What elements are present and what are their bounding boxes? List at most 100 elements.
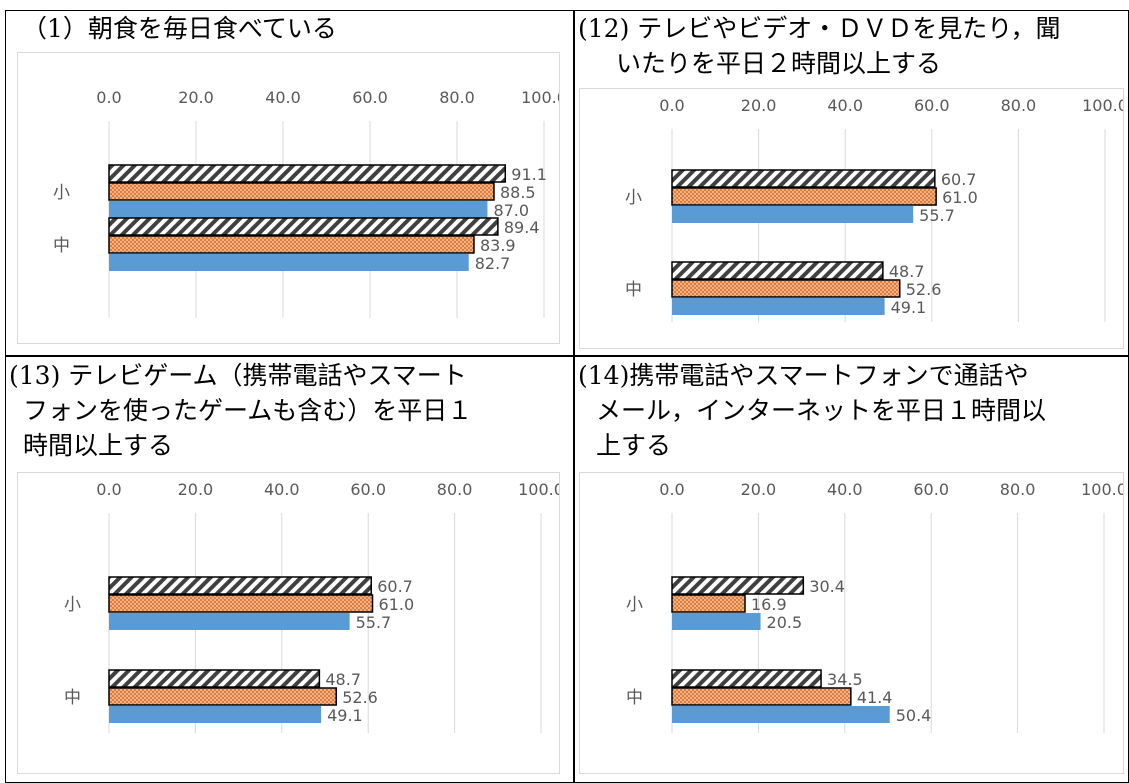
data-label: 16.9 bbox=[751, 595, 787, 614]
chart-box: 0.0 20.0 40.0 60.0 80.0 100.0 小 91.188.587.0 中 89… bbox=[17, 52, 560, 344]
chart-box: 0.0 20.0 40.0 60.0 80.0 100.0 小 60.7 61.0 55.7 中 48… bbox=[17, 472, 560, 774]
tick-label: 60.0 bbox=[913, 480, 949, 499]
panel-title-line: (14)携帯電話やスマートフォンで通話や bbox=[578, 361, 1029, 390]
panel-title: （1）朝食を毎日食べている bbox=[22, 11, 337, 46]
panel-grid: （1）朝食を毎日食べている 0.0 20.0 40.0 60.0 80.0 100.0 小 9… bbox=[5, 10, 1129, 783]
bar bbox=[109, 613, 350, 630]
data-label: 20.5 bbox=[767, 613, 803, 632]
bar-chart: 0.0 20.0 40.0 60.0 80.0 100.0 小 91.188.587.0 中 89… bbox=[53, 88, 559, 318]
panel-4: (14)携帯電話やスマートフォンで通話や メール，インターネットを平日１時間以 … bbox=[574, 356, 1129, 782]
bar-chart: 0.0 20.0 40.0 60.0 80.0 100.0 小 60.761.055.7 中 48… bbox=[64, 480, 559, 733]
category-label: 中 bbox=[64, 688, 81, 708]
bar bbox=[109, 201, 488, 218]
data-label: 34.5 bbox=[827, 670, 863, 689]
bar bbox=[108, 594, 374, 613]
bar bbox=[671, 576, 805, 595]
panel-title: (14)携帯電話やスマートフォンで通話や メール，インターネットを平日１時間以 … bbox=[578, 358, 1046, 463]
tick-label: 20.0 bbox=[178, 88, 214, 107]
bar bbox=[108, 182, 495, 201]
data-label: 82.7 bbox=[475, 254, 511, 273]
panel-3: (13) テレビゲーム（携帯電話やスマート フォンを使ったゲームも含む）を平日１… bbox=[6, 356, 573, 782]
data-label: 61.0 bbox=[942, 188, 978, 207]
data-label: 50.4 bbox=[896, 706, 932, 725]
panel-2: (12) テレビやビデオ・ＤＶＤを見たり，聞 いたりを平日２時間以上する 0.0… bbox=[574, 11, 1129, 355]
chart-box: 0.0 20.0 40.0 60.0 80.0 100.0 小 30.4 16.9 20.5 中 34… bbox=[579, 472, 1124, 774]
data-label: 60.7 bbox=[941, 170, 977, 189]
grid-divider-horizontal bbox=[6, 355, 1128, 357]
category-label: 中 bbox=[626, 688, 643, 708]
panel-title-line: 上する bbox=[596, 431, 672, 460]
tick-label: 80.0 bbox=[439, 88, 475, 107]
bar bbox=[108, 235, 475, 254]
bar bbox=[672, 298, 885, 315]
data-label: 55.7 bbox=[919, 206, 955, 225]
panel-title-line: 時間以上する bbox=[23, 431, 174, 460]
bar bbox=[108, 687, 337, 706]
tick-label: 0.0 bbox=[96, 480, 121, 499]
data-label: 89.4 bbox=[504, 218, 540, 237]
tick-label: 0.0 bbox=[659, 96, 684, 115]
panel-title: (12) テレビやビデオ・ＤＶＤを見たり，聞 いたりを平日２時間以上する bbox=[578, 11, 1061, 81]
bar bbox=[672, 706, 890, 723]
data-label: 60.7 bbox=[377, 577, 413, 596]
tick-label: 40.0 bbox=[827, 480, 863, 499]
tick-label: 100.0 bbox=[1081, 480, 1123, 499]
bar bbox=[108, 164, 507, 183]
tick-label: 0.0 bbox=[659, 480, 684, 499]
data-label: 52.6 bbox=[342, 688, 378, 707]
tick-label: 20.0 bbox=[178, 480, 214, 499]
data-label: 41.4 bbox=[857, 688, 893, 707]
panel-1: （1）朝食を毎日食べている 0.0 20.0 40.0 60.0 80.0 100.0 小 9… bbox=[6, 11, 573, 355]
tick-label: 20.0 bbox=[741, 480, 777, 499]
bar bbox=[671, 594, 746, 613]
category-label: 中 bbox=[53, 236, 70, 256]
data-label: 83.9 bbox=[480, 236, 516, 255]
tick-label: 40.0 bbox=[265, 88, 301, 107]
bar bbox=[109, 254, 469, 271]
bar bbox=[108, 576, 372, 595]
data-label: 48.7 bbox=[325, 670, 361, 689]
bar bbox=[672, 206, 914, 223]
tick-label: 20.0 bbox=[741, 96, 777, 115]
data-label: 55.7 bbox=[356, 613, 392, 632]
bar bbox=[109, 706, 322, 723]
category-label: 中 bbox=[625, 280, 642, 300]
category-label: 小 bbox=[64, 595, 81, 615]
data-label: 52.6 bbox=[906, 280, 942, 299]
data-label: 87.0 bbox=[493, 201, 529, 220]
bar bbox=[671, 669, 822, 688]
tick-label: 100.0 bbox=[521, 88, 559, 107]
tick-label: 60.0 bbox=[350, 480, 386, 499]
panel-title-line: （1）朝食を毎日食べている bbox=[22, 14, 337, 43]
panel-title-line: (13) テレビゲーム（携帯電話やスマート bbox=[9, 361, 467, 390]
panel-title-line: フォンを使ったゲームも含む）を平日１ bbox=[23, 396, 473, 425]
data-label: 49.1 bbox=[327, 706, 363, 725]
bar bbox=[671, 261, 884, 280]
bar bbox=[671, 687, 852, 706]
category-label: 小 bbox=[53, 183, 70, 203]
top-strip bbox=[0, 0, 1129, 10]
bar bbox=[672, 613, 761, 630]
panel-title-line: メール，インターネットを平日１時間以 bbox=[596, 396, 1047, 425]
bar bbox=[108, 669, 321, 688]
bar-chart: 0.0 20.0 40.0 60.0 80.0 100.0 小 30.4 16.920.5 中 34… bbox=[626, 480, 1123, 733]
panel-title-line: (12) テレビやビデオ・ＤＶＤを見たり，聞 bbox=[578, 14, 1061, 43]
bar bbox=[671, 187, 937, 206]
chart-box: 0.0 20.0 40.0 60.0 80.0 100.0 小 60.7 61.0 55.7 中 48… bbox=[579, 88, 1124, 349]
bar bbox=[671, 169, 936, 188]
category-label: 小 bbox=[626, 595, 643, 615]
grid-divider-vertical bbox=[573, 11, 575, 782]
tick-label: 60.0 bbox=[914, 96, 950, 115]
data-label: 88.5 bbox=[500, 183, 536, 202]
data-label: 30.4 bbox=[809, 577, 845, 596]
tick-label: 100.0 bbox=[518, 480, 559, 499]
panel-title-line: いたりを平日２時間以上する bbox=[616, 49, 942, 78]
tick-label: 40.0 bbox=[264, 480, 300, 499]
tick-label: 100.0 bbox=[1082, 96, 1123, 115]
tick-label: 80.0 bbox=[437, 480, 473, 499]
bar bbox=[671, 279, 901, 298]
data-label: 48.7 bbox=[889, 262, 925, 281]
bar-chart: 0.0 20.0 40.0 60.0 80.0 100.0 小 60.761.055.7 中 48… bbox=[625, 96, 1123, 322]
tick-label: 80.0 bbox=[1000, 480, 1036, 499]
panel-title: (13) テレビゲーム（携帯電話やスマート フォンを使ったゲームも含む）を平日１… bbox=[9, 358, 472, 463]
